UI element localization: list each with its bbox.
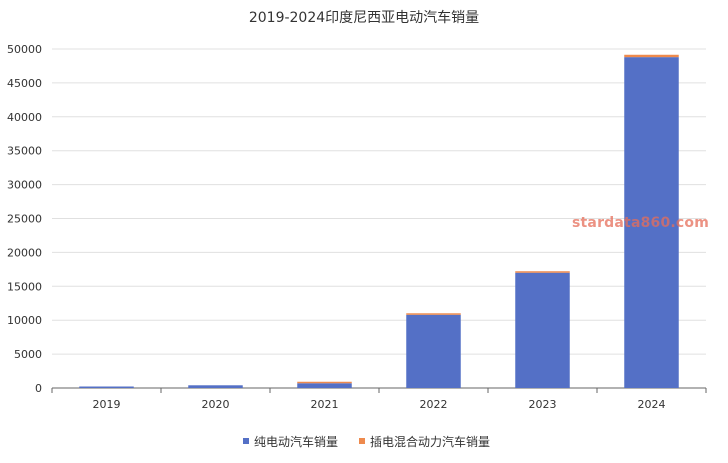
x-tick-label: 2019 [93, 398, 121, 411]
y-tick-label: 45000 [7, 77, 42, 90]
legend-swatch [243, 438, 249, 444]
x-tick-label: 2024 [638, 398, 666, 411]
watermark: stardata860.com [572, 215, 710, 231]
y-tick-label: 50000 [7, 43, 42, 56]
y-tick-label: 20000 [7, 246, 42, 259]
bar-bev [297, 383, 352, 388]
x-tick-label: 2023 [529, 398, 557, 411]
y-tick-label: 25000 [7, 213, 42, 226]
bar-phev [624, 54, 679, 58]
legend-label: 插电混合动力汽车销量 [370, 434, 490, 449]
y-tick-label: 10000 [7, 314, 42, 327]
bar-bev [515, 272, 570, 388]
bar-phev [515, 271, 570, 273]
y-tick-label: 0 [35, 382, 42, 395]
x-tick-label: 2021 [311, 398, 339, 411]
bar-bev [79, 386, 134, 388]
bar-bev [624, 57, 679, 389]
chart-title: 2019-2024印度尼西亚电动汽车销量 [249, 9, 479, 26]
y-tick-label: 40000 [7, 111, 42, 124]
y-axis: 0 5000 10000 15000 20000 25000 30000 35000 40000… [7, 43, 42, 395]
bar-phev [297, 381, 352, 384]
legend-label: 纯电动汽车销量 [254, 434, 338, 449]
x-tick-label: 2020 [202, 398, 230, 411]
y-tick-label: 5000 [14, 348, 42, 361]
legend: 纯电动汽车销量 插电混合动力汽车销量 [243, 434, 490, 449]
bar-bev [406, 314, 461, 388]
y-tick-label: 15000 [7, 280, 42, 293]
x-axis: 2019 2020 2021 2022 2023 2024 [51, 387, 707, 411]
grid-lines [52, 48, 706, 355]
y-tick-label: 30000 [7, 179, 42, 192]
bar-bev [188, 385, 243, 388]
bar-series [79, 54, 679, 389]
y-tick-label: 35000 [7, 145, 42, 158]
x-tick-label: 2022 [420, 398, 448, 411]
bar-phev [406, 313, 461, 315]
legend-swatch [359, 438, 365, 444]
